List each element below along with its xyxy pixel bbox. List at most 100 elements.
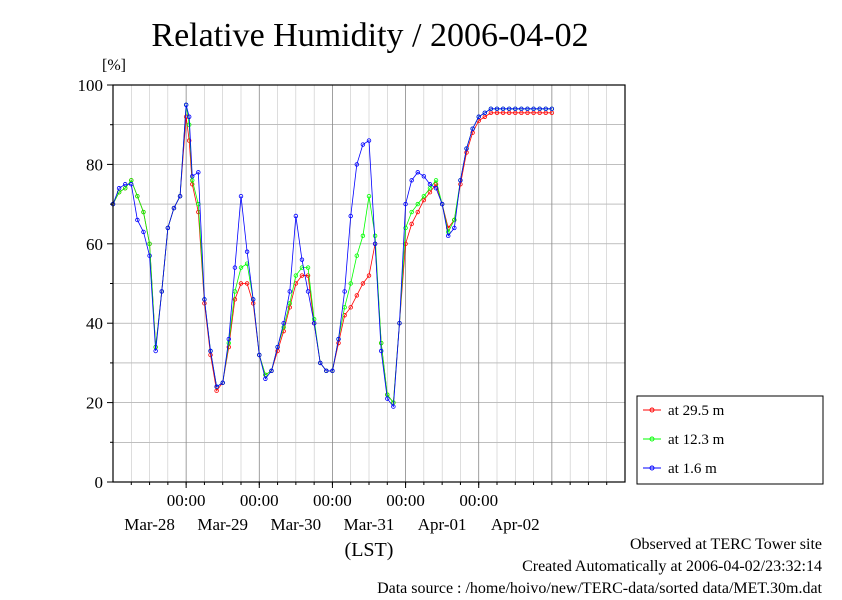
legend-box bbox=[636, 395, 824, 485]
data-point bbox=[141, 209, 146, 215]
data-point bbox=[177, 193, 183, 199]
x-tick-label: 00:00 bbox=[386, 491, 425, 510]
data-point bbox=[439, 201, 445, 207]
data-point bbox=[147, 241, 152, 246]
data-point bbox=[348, 213, 353, 219]
data-point bbox=[244, 281, 250, 286]
x-date-label: Mar-30 bbox=[271, 515, 322, 534]
data-point bbox=[141, 229, 146, 235]
data-point bbox=[446, 233, 451, 239]
y-tick-label: 100 bbox=[78, 76, 104, 95]
data-point bbox=[238, 281, 244, 286]
x-tick-label: 00:00 bbox=[240, 491, 279, 510]
legend-label: at 29.5 m bbox=[668, 403, 725, 419]
data-point bbox=[116, 186, 122, 191]
x-tick-label: 00:00 bbox=[459, 491, 498, 510]
data-point bbox=[470, 126, 475, 131]
data-point bbox=[494, 106, 500, 112]
data-point bbox=[433, 178, 439, 183]
data-point bbox=[190, 174, 195, 179]
footer: Observed at TERC Tower site Created Auto… bbox=[377, 534, 822, 600]
legend-label: at 12.3 m bbox=[668, 432, 725, 448]
y-axis-label: [%] bbox=[102, 57, 126, 74]
grid-lines bbox=[113, 85, 625, 482]
data-point bbox=[519, 106, 524, 112]
data-point bbox=[165, 225, 171, 231]
x-date-label: Mar-31 bbox=[344, 515, 395, 534]
data-point bbox=[403, 225, 408, 231]
data-point bbox=[397, 321, 402, 326]
legend-item: at 12.3 m bbox=[643, 432, 725, 448]
data-point bbox=[220, 380, 225, 385]
data-point bbox=[183, 102, 189, 108]
data-point bbox=[366, 193, 372, 199]
data-point bbox=[269, 368, 274, 374]
legend-item: at 1.6 m bbox=[643, 461, 717, 477]
footer-source: Data source : /home/hoivo/new/TERC-data/… bbox=[377, 580, 822, 597]
data-point bbox=[421, 193, 427, 199]
legend-swatch-marker bbox=[649, 407, 655, 413]
data-point bbox=[500, 106, 506, 112]
data-point bbox=[464, 146, 469, 151]
legend-swatch-marker bbox=[649, 436, 655, 442]
data-point bbox=[342, 289, 347, 294]
data-point bbox=[287, 301, 292, 306]
data-point bbox=[250, 297, 256, 302]
data-point bbox=[506, 106, 512, 112]
data-point bbox=[330, 368, 335, 374]
data-point bbox=[403, 201, 408, 207]
y-tick-label: 60 bbox=[86, 235, 103, 254]
data-point bbox=[525, 106, 530, 112]
data-point bbox=[433, 186, 439, 191]
data-point bbox=[324, 368, 329, 374]
data-point bbox=[476, 114, 481, 119]
data-point bbox=[293, 213, 299, 219]
data-point bbox=[299, 257, 305, 262]
data-point bbox=[318, 360, 323, 366]
data-point bbox=[293, 273, 299, 278]
data-point bbox=[275, 344, 280, 350]
x-date-label: Apr-01 bbox=[418, 515, 467, 534]
data-point bbox=[385, 396, 390, 401]
data-point bbox=[232, 297, 238, 302]
series-3 bbox=[110, 102, 555, 409]
data-point bbox=[354, 293, 360, 298]
y-ticks: 0 20 40 60 80 100 bbox=[78, 76, 113, 492]
data-point bbox=[244, 249, 250, 254]
data-point bbox=[257, 352, 262, 358]
data-point bbox=[305, 289, 311, 294]
data-point bbox=[409, 221, 414, 227]
data-point bbox=[366, 138, 372, 143]
data-point bbox=[196, 170, 201, 175]
data-point bbox=[549, 106, 555, 112]
data-point bbox=[488, 106, 494, 112]
x-axis-label: (LST) bbox=[345, 539, 394, 561]
data-point bbox=[421, 174, 427, 179]
x-date-label: Mar-28 bbox=[124, 515, 175, 534]
data-point bbox=[238, 265, 244, 270]
data-point bbox=[122, 182, 128, 187]
data-point bbox=[360, 233, 366, 239]
data-point bbox=[305, 265, 311, 270]
data-point bbox=[135, 217, 140, 223]
x-date-label: Mar-29 bbox=[197, 515, 248, 534]
data-point bbox=[372, 241, 378, 246]
data-point bbox=[186, 114, 192, 119]
legend-swatch-marker bbox=[649, 465, 655, 471]
y-tick-label: 20 bbox=[86, 394, 103, 413]
x-date-label: Apr-02 bbox=[491, 515, 540, 534]
data-point bbox=[452, 217, 457, 223]
x-tick-label: 00:00 bbox=[167, 491, 206, 510]
data-point bbox=[378, 348, 384, 354]
data-point bbox=[129, 182, 134, 187]
data-point bbox=[409, 178, 414, 183]
data-point bbox=[537, 106, 542, 112]
data-point bbox=[360, 281, 366, 286]
data-point bbox=[287, 289, 292, 294]
data-point bbox=[208, 348, 213, 354]
data-point bbox=[305, 273, 311, 278]
legend-label: at 1.6 m bbox=[668, 461, 717, 477]
data-point bbox=[415, 209, 420, 215]
data-point bbox=[336, 336, 341, 342]
